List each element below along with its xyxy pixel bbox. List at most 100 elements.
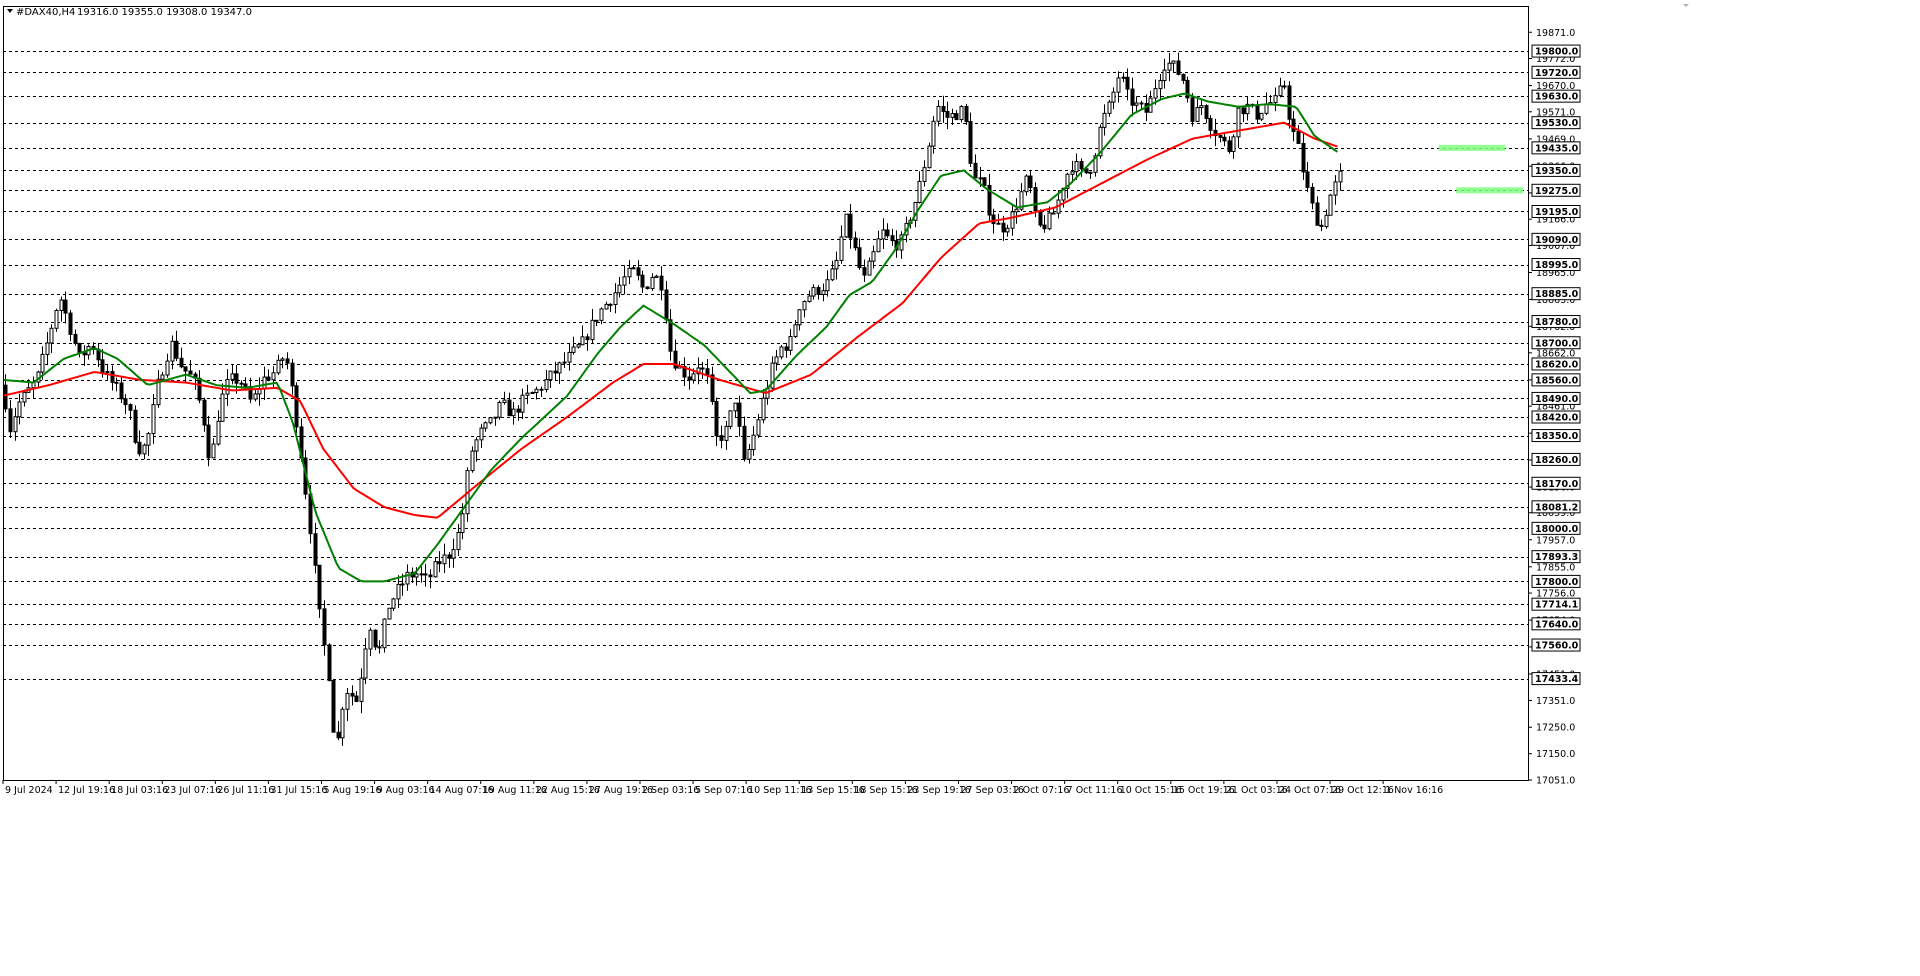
level-label-box bbox=[1531, 574, 1581, 588]
price-tick-label: 19166.0 bbox=[1536, 215, 1575, 226]
candle-bear bbox=[848, 213, 853, 239]
level-label-box bbox=[1531, 500, 1581, 514]
time-tick-label: 7 Oct 11:16 bbox=[1067, 785, 1123, 796]
candle-bear bbox=[978, 177, 983, 180]
candle-bear bbox=[553, 370, 558, 374]
candle-bull bbox=[230, 373, 235, 380]
candle-bull bbox=[511, 408, 516, 417]
candle-bull bbox=[1195, 107, 1200, 122]
level-label: 18260.0 bbox=[1535, 455, 1579, 466]
candle-bear bbox=[1051, 212, 1056, 215]
candle-bull bbox=[774, 356, 779, 364]
candle-bull bbox=[22, 391, 27, 403]
candle-bear bbox=[636, 267, 641, 276]
candle-bull bbox=[691, 373, 696, 381]
candle-bear bbox=[188, 370, 193, 375]
candle-bear bbox=[640, 274, 645, 288]
candle-bear bbox=[1130, 88, 1135, 106]
candle-bull bbox=[1005, 227, 1010, 233]
candle-bull bbox=[917, 180, 922, 203]
level-label-box bbox=[1531, 258, 1581, 272]
level-label-box bbox=[1531, 410, 1581, 424]
candle-bear bbox=[1218, 135, 1223, 138]
time-tick-label: 13 Sep 15:16 bbox=[801, 785, 864, 796]
candle-bull bbox=[1134, 102, 1139, 106]
candle-bear bbox=[687, 376, 692, 381]
candle-bear bbox=[659, 275, 664, 291]
candle-bull bbox=[580, 336, 585, 346]
candle-bear bbox=[945, 111, 950, 118]
dropdown-triangle-icon[interactable] bbox=[7, 9, 13, 13]
candle-bear bbox=[714, 400, 719, 437]
candle-bull bbox=[1328, 194, 1333, 216]
candle-bull bbox=[460, 513, 465, 533]
candle-bull bbox=[396, 583, 401, 600]
candle-bull bbox=[544, 379, 549, 390]
candle-bear bbox=[705, 368, 710, 376]
candle-bull bbox=[271, 372, 276, 381]
level-label-box bbox=[1531, 163, 1581, 177]
time-tick-label: 26 Jul 11:16 bbox=[217, 785, 274, 796]
candle-bull bbox=[276, 359, 281, 374]
candle-bull bbox=[451, 549, 456, 559]
candle-bull bbox=[1111, 91, 1116, 103]
time-tick-label: 10 Oct 15:16 bbox=[1120, 785, 1182, 796]
candle-bear bbox=[100, 359, 105, 373]
candle-bull bbox=[756, 419, 761, 436]
candle-bull bbox=[1153, 88, 1158, 99]
candle-bear bbox=[183, 366, 188, 372]
candle-bear bbox=[1084, 168, 1089, 174]
candle-bear bbox=[174, 340, 179, 359]
candle-bear bbox=[539, 388, 544, 391]
candle-bull bbox=[368, 629, 373, 650]
candle-bear bbox=[1038, 210, 1043, 226]
zones bbox=[1438, 144, 1524, 194]
level-label: 18170.0 bbox=[1535, 479, 1579, 490]
candle-bear bbox=[1301, 142, 1306, 173]
candle-bear bbox=[243, 383, 248, 388]
candle-bull bbox=[876, 238, 881, 253]
candle-bear bbox=[179, 357, 184, 368]
candle-bull bbox=[253, 393, 258, 400]
candle-bull bbox=[751, 434, 756, 451]
candle-bull bbox=[922, 167, 927, 182]
candle-bull bbox=[825, 279, 830, 292]
candle-bull bbox=[1024, 175, 1029, 193]
price-tick-label: 17351.0 bbox=[1536, 696, 1575, 707]
candle-bear bbox=[1001, 222, 1006, 233]
candle-bear bbox=[197, 377, 202, 401]
candle-bull bbox=[567, 351, 572, 363]
candle-bull bbox=[400, 583, 405, 586]
moving-averages bbox=[2, 92, 1338, 583]
candle-bull bbox=[1278, 85, 1283, 97]
candle-bear bbox=[1287, 85, 1292, 120]
level-label-box bbox=[1531, 452, 1581, 466]
candle-bull bbox=[17, 401, 22, 418]
candle-bull bbox=[839, 236, 844, 261]
candle-bear bbox=[1190, 97, 1195, 122]
candle-bull bbox=[49, 327, 54, 344]
candle-bear bbox=[428, 574, 433, 578]
candle-bull bbox=[382, 618, 387, 649]
candle-bear bbox=[700, 367, 705, 370]
candle-bear bbox=[982, 177, 987, 186]
candle-bear bbox=[8, 408, 13, 433]
candle-bull bbox=[105, 370, 110, 373]
price-tick-label: 18965.0 bbox=[1536, 268, 1575, 279]
candle-bull bbox=[1333, 181, 1338, 196]
level-label-box bbox=[1531, 204, 1581, 218]
candle-bear bbox=[331, 679, 336, 733]
candle-bull bbox=[834, 259, 839, 270]
time-tick-label: 27 Aug 19:16 bbox=[589, 785, 653, 796]
level-label-box bbox=[1531, 521, 1581, 535]
candle-bull bbox=[1158, 80, 1163, 90]
candle-bull bbox=[520, 394, 525, 413]
price-tick-label: 19670.0 bbox=[1536, 81, 1575, 92]
candle-bear bbox=[350, 692, 355, 697]
candle-bull bbox=[821, 290, 826, 295]
candle-bull bbox=[871, 251, 876, 262]
candle-bull bbox=[262, 376, 267, 390]
candle-bull bbox=[1167, 62, 1172, 71]
